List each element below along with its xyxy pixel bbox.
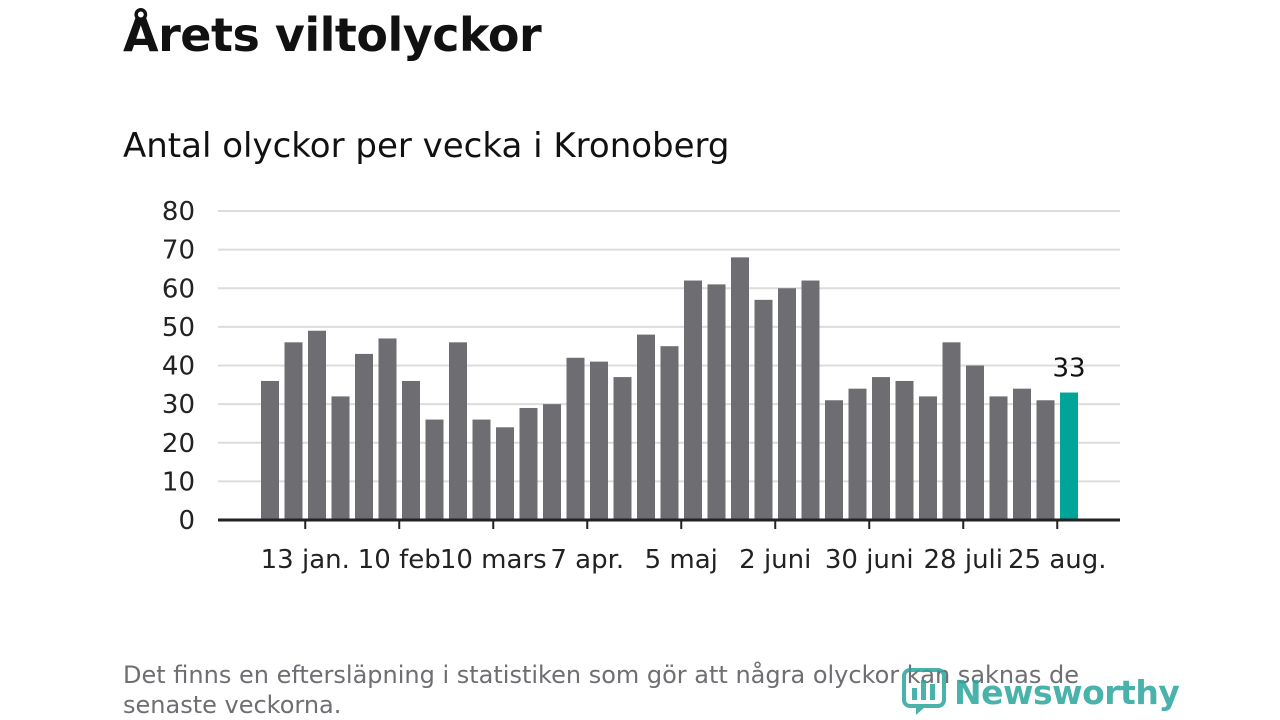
- data-label: 33: [1052, 354, 1085, 384]
- bar: [1036, 400, 1055, 520]
- y-tick-label: 40: [162, 352, 195, 382]
- bar: [472, 419, 491, 520]
- bar: [425, 419, 444, 520]
- y-tick-label: 10: [162, 467, 195, 497]
- x-tick-label: 2 juni: [739, 545, 811, 575]
- bar: [355, 353, 373, 520]
- chart-subtitle: Antal olyckor per vecka i Kronoberg: [123, 126, 730, 166]
- bar: [402, 380, 420, 520]
- bar: [1013, 388, 1031, 520]
- bar: [966, 365, 984, 520]
- x-tick-label: 7 apr.: [550, 545, 624, 575]
- bar: [848, 388, 867, 520]
- bar: [543, 404, 561, 520]
- bar: [707, 284, 726, 520]
- bar: [754, 299, 773, 520]
- bar: [637, 334, 655, 520]
- bar: [895, 380, 914, 520]
- y-tick-label: 20: [162, 429, 195, 459]
- bar-highlight: [1060, 392, 1078, 520]
- y-tick-label: 60: [162, 274, 195, 304]
- bar: [613, 377, 632, 520]
- x-tick-label: 25 aug.: [1008, 545, 1107, 575]
- bar: [825, 400, 843, 520]
- bar: [989, 396, 1008, 520]
- bar: [872, 377, 890, 520]
- y-tick-label: 70: [162, 236, 195, 266]
- x-tick-label: 13 jan.: [261, 545, 350, 575]
- bar: [590, 361, 608, 520]
- brand-logo: Newsworthy: [902, 668, 1180, 716]
- bars: [261, 257, 1078, 520]
- bar: [308, 330, 326, 520]
- bar: [731, 257, 749, 520]
- bar: [496, 427, 514, 520]
- bar: [801, 280, 820, 520]
- x-tick-label: 28 juli: [924, 545, 1004, 575]
- data-labels: 33: [1052, 354, 1085, 384]
- chart-logo-icon: [902, 668, 946, 715]
- bar: [684, 280, 702, 520]
- chart-title: Årets viltolyckor: [123, 8, 542, 62]
- bar: [778, 288, 796, 520]
- bar: [519, 407, 538, 520]
- x-tick-label: 30 juni: [825, 545, 914, 575]
- y-tick-label: 30: [162, 390, 195, 420]
- bar: [919, 396, 937, 520]
- bar: [942, 342, 961, 520]
- bar: [378, 338, 397, 520]
- bar-chart: 0 10 20 30 40 50 60 70 80 13 jan. 10 feb 10 mars 7 …: [162, 197, 1120, 575]
- x-tick-label: 10 mars: [440, 545, 547, 575]
- x-axis: 13 jan. 10 feb 10 mars 7 apr. 5 maj 2 juni 30 …: [261, 520, 1107, 575]
- bar: [566, 357, 585, 520]
- brand-name: Newsworthy: [954, 672, 1180, 712]
- x-tick-label: 10 feb: [358, 545, 441, 575]
- y-tick-label: 0: [178, 506, 195, 536]
- bar: [331, 396, 350, 520]
- bar: [261, 380, 279, 520]
- bar: [660, 346, 679, 520]
- y-tick-label: 50: [162, 313, 195, 343]
- y-tick-label: 80: [162, 197, 195, 227]
- x-tick-label: 5 maj: [645, 545, 718, 575]
- bar: [449, 342, 467, 520]
- y-axis: 0 10 20 30 40 50 60 70 80: [162, 197, 195, 536]
- footnote: Det finns en eftersläpning i statistiken…: [123, 661, 1079, 719]
- bar: [284, 342, 303, 520]
